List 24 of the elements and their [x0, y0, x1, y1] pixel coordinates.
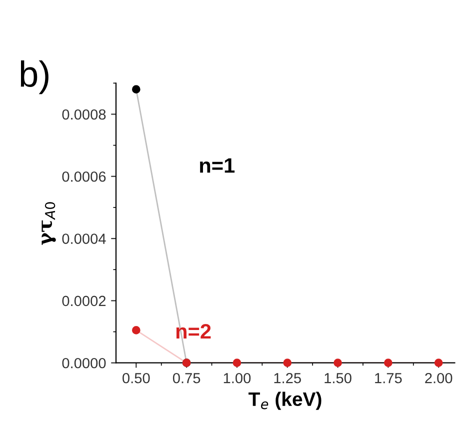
x-axis-title: T$_{e}$ (keV) [248, 392, 322, 410]
y-tick-label: 0.0004 [62, 234, 106, 244]
y-axis-title: γτ$_{A0}$ [42, 202, 56, 245]
x-tick-label: 1.00 [224, 372, 251, 384]
point [384, 358, 392, 368]
point [232, 358, 242, 368]
x-tick-label: 2.00 [425, 372, 452, 384]
point [132, 85, 140, 94]
point [283, 358, 292, 368]
x-tick-label: 0.50 [122, 372, 150, 384]
text: b) [20, 60, 48, 94]
x-tick-label: 0.75 [172, 372, 200, 384]
point [334, 358, 342, 368]
x-tick-label: 1.25 [274, 372, 301, 384]
y-tick-label: 0.0006 [62, 171, 106, 182]
text: n=1 [200, 158, 235, 173]
y-tick-label: 0.0002 [62, 296, 106, 306]
x-tick-label: 1.75 [375, 373, 402, 384]
y-tick-label: 0.0008 [62, 109, 106, 120]
series-label: n=2 [176, 324, 211, 339]
y-tick-label: 0.0000 [62, 358, 106, 368]
point [434, 358, 443, 368]
x-tick-label: 1.50 [324, 372, 352, 384]
point [132, 326, 140, 334]
